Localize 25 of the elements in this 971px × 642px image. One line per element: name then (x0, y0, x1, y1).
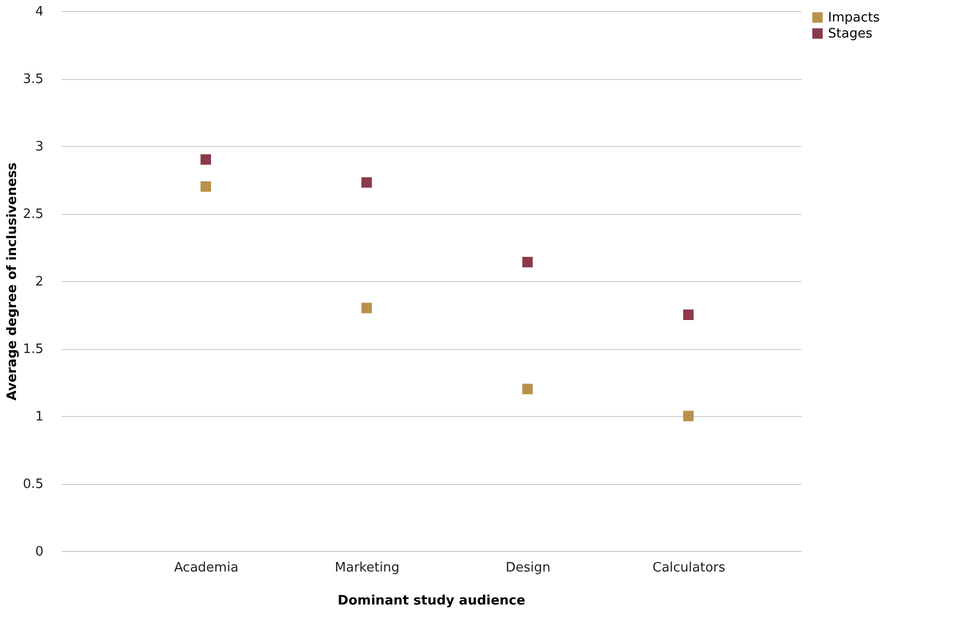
point (683, 410, 694, 422)
y-axis-title: Average degree of inclusiveness (4, 162, 20, 400)
x-axis-title: Dominant study audience (338, 594, 526, 608)
legend-label: Stages (828, 26, 873, 42)
point (361, 302, 372, 314)
y-tick-label: 2.5 (22, 207, 44, 222)
y-tick-label: 3 (35, 140, 44, 154)
y-tick-label: 1.5 (22, 342, 44, 357)
point (683, 310, 694, 320)
point (522, 384, 533, 394)
x-tick-label: Design (506, 560, 550, 576)
point (522, 256, 533, 268)
y-tick-label: 4 (35, 4, 44, 20)
y-tick-label: 0.5 (22, 477, 44, 492)
y-tick-label: 2 (35, 274, 44, 290)
y-tick-label: 3.5 (22, 72, 44, 87)
y-tick-label: 0 (35, 544, 44, 560)
y-tick-label: 1 (35, 410, 44, 424)
x-tick-label: Academia (174, 560, 238, 576)
legend-label: Impacts (828, 10, 880, 26)
point (200, 181, 212, 192)
x-tick-label: Marketing (334, 560, 400, 576)
point (200, 154, 212, 165)
x-tick-label: Calculators (652, 560, 726, 576)
point (361, 177, 372, 188)
